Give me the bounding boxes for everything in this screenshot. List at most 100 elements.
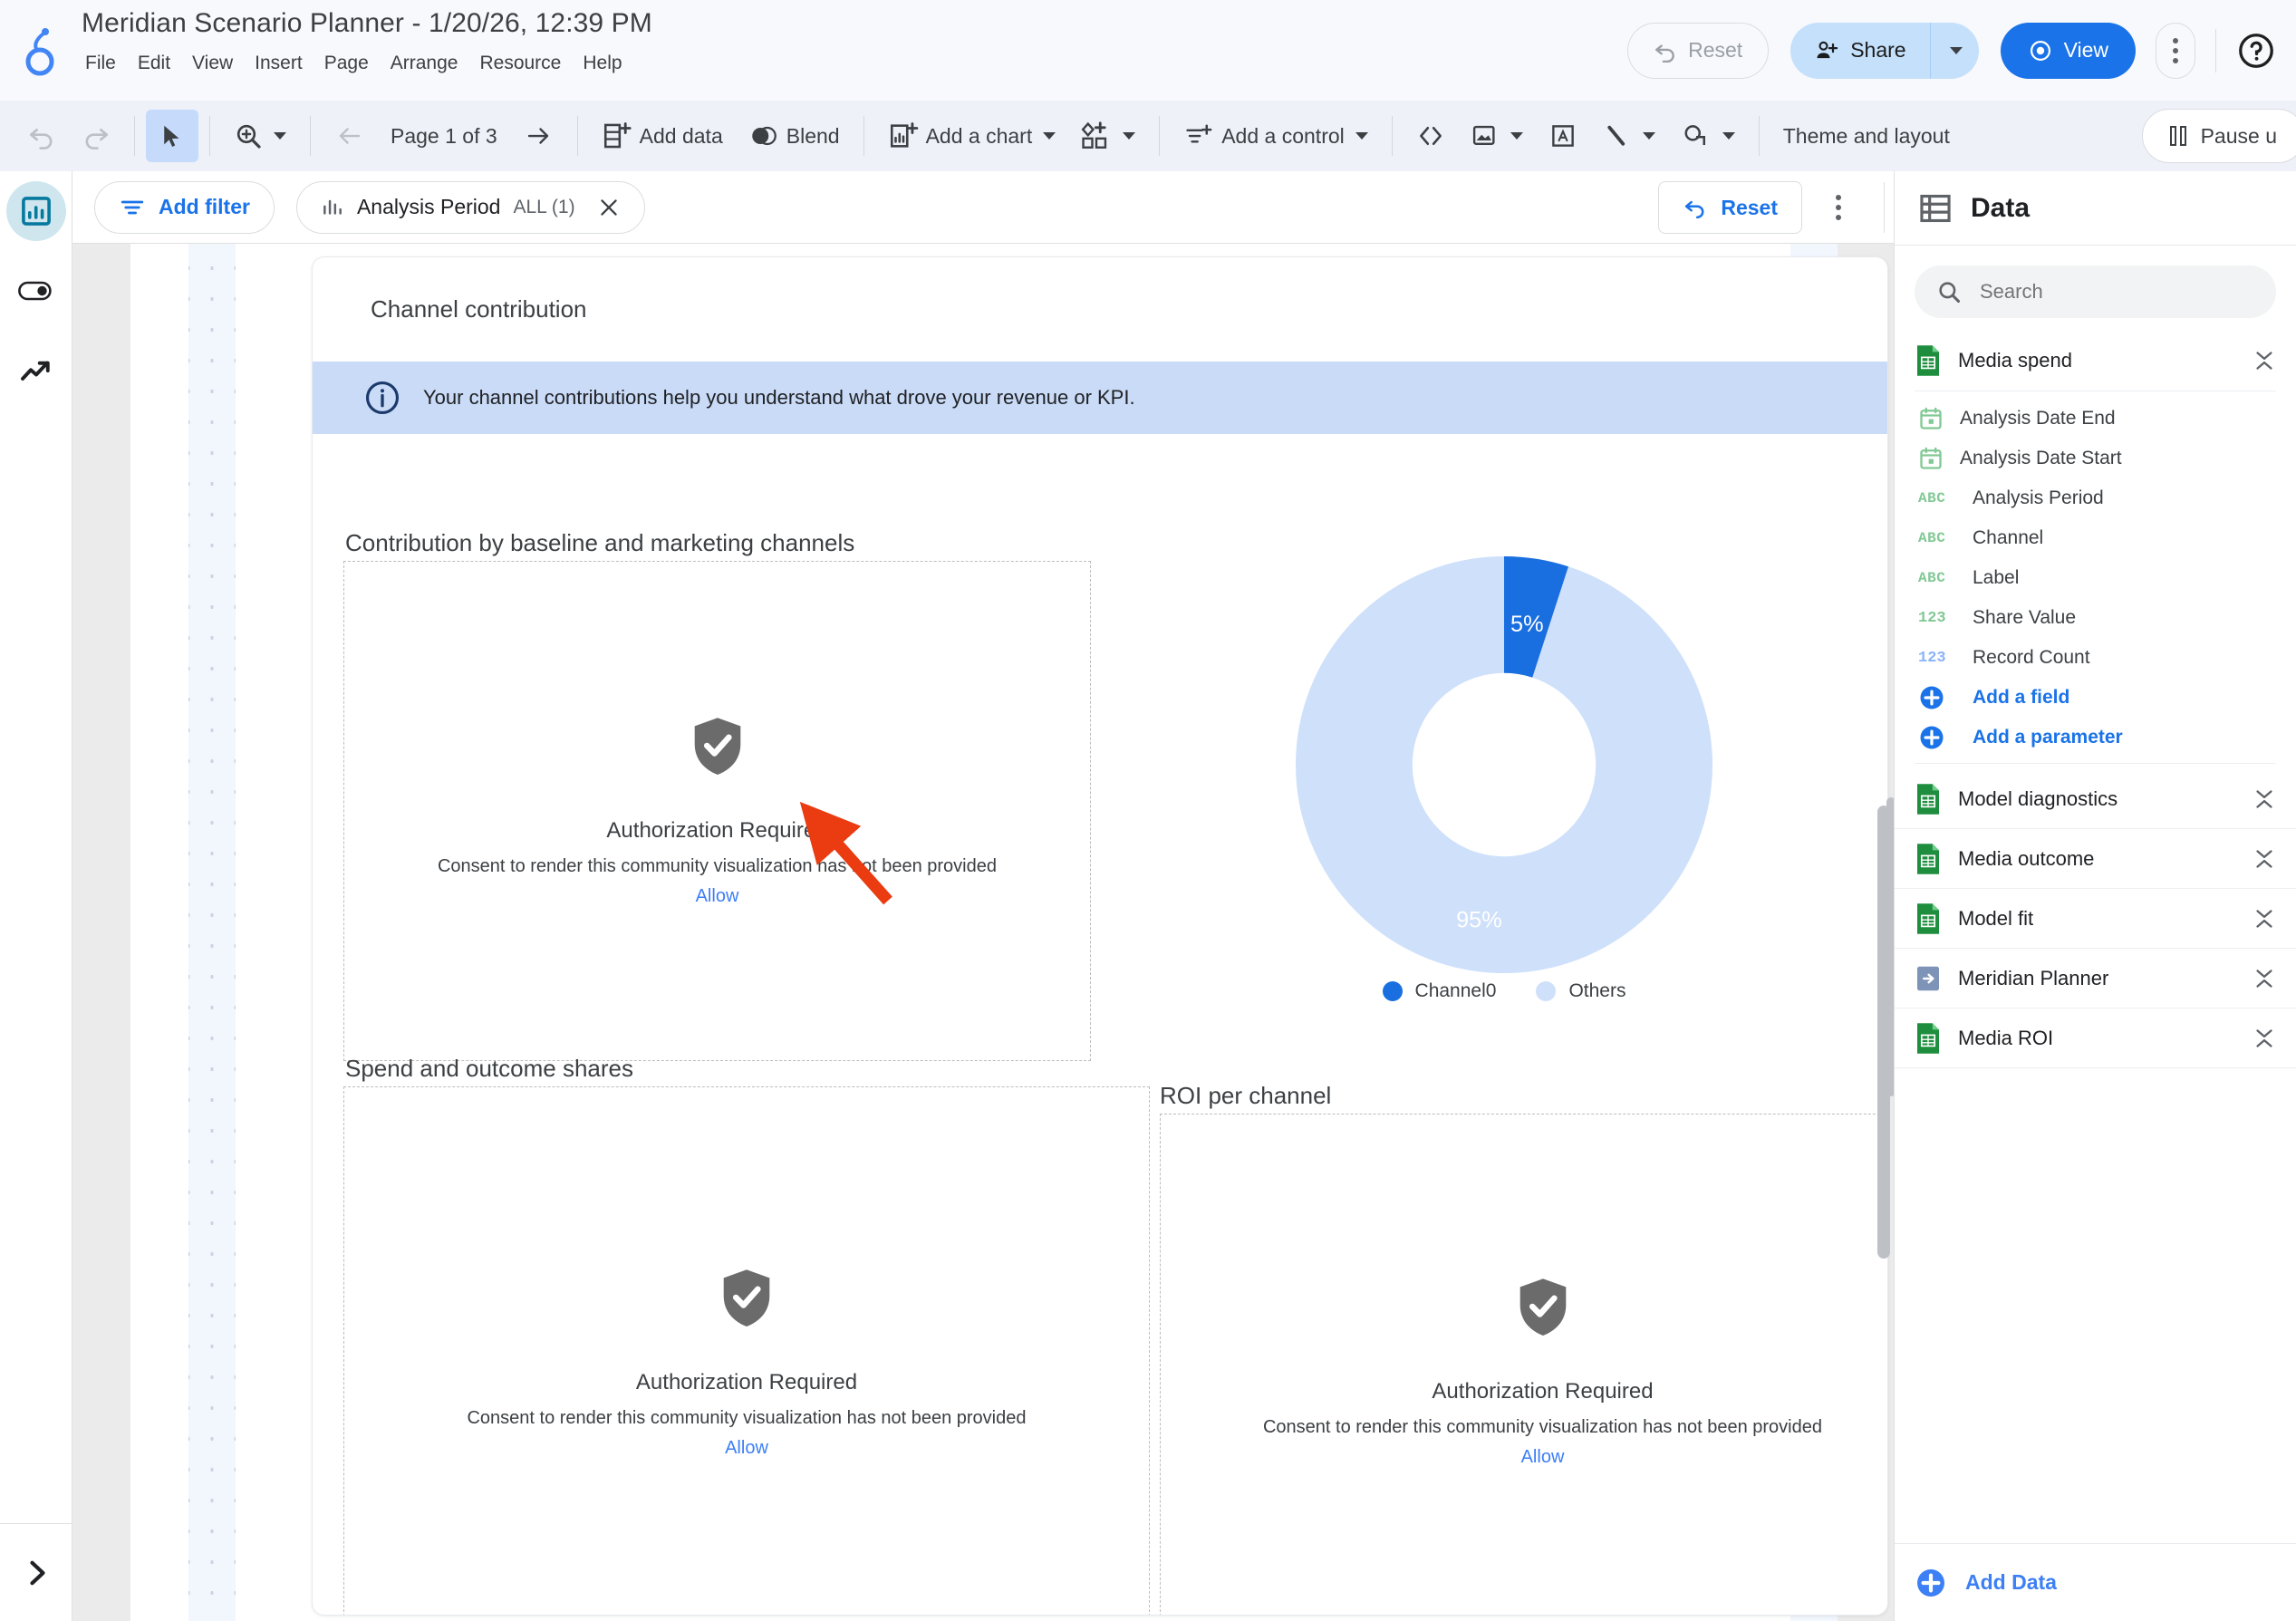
expand-collapse-icon[interactable] — [2253, 903, 2276, 934]
redo-button[interactable] — [69, 110, 123, 162]
data-search-box[interactable] — [1915, 265, 2276, 318]
add-data-panel-button[interactable]: Add Data — [1895, 1543, 2296, 1621]
zoom-tool-button[interactable] — [221, 110, 299, 162]
add-filter-button[interactable]: Add filter — [94, 180, 275, 234]
data-search-input[interactable] — [1978, 279, 2250, 304]
blend-button[interactable]: Blend — [736, 110, 853, 162]
viz-spend-and-outcome-shares[interactable]: Authorization Required Consent to render… — [343, 1086, 1150, 1615]
auth-allow-link[interactable]: Allow — [1520, 1447, 1565, 1467]
undo-icon — [1655, 43, 1674, 63]
field-label: Record Count — [1973, 647, 2090, 668]
filter-chip-analysis-period[interactable]: Analysis Period ALL (1) — [295, 180, 645, 234]
help-button[interactable] — [2234, 29, 2278, 72]
expand-collapse-icon[interactable] — [2253, 345, 2276, 376]
theme-and-layout-button[interactable]: Theme and layout — [1782, 123, 1950, 148]
add-community-viz-button[interactable] — [1068, 110, 1148, 162]
auth-allow-link[interactable]: Allow — [725, 1438, 768, 1458]
looker-studio-logo[interactable] — [0, 0, 82, 101]
more-options-button[interactable] — [2156, 22, 2195, 79]
text-type-icon: ABC — [1918, 570, 1946, 586]
insert-text-button[interactable] — [1536, 110, 1590, 162]
filter-reset-button[interactable]: Reset — [1658, 181, 1802, 234]
field-analysis-date-end[interactable]: Analysis Date End — [1895, 399, 2296, 439]
add-a-chart-button[interactable]: Add a chart — [875, 110, 1069, 162]
expand-collapse-icon[interactable] — [2253, 963, 2276, 994]
menu-edit[interactable]: Edit — [137, 53, 171, 73]
auth-allow-link[interactable]: Allow — [695, 886, 739, 906]
undo-button[interactable] — [14, 110, 69, 162]
viz-contribution-by-channel[interactable]: Authorization Required Consent to render… — [343, 561, 1091, 1061]
chevron-down-icon — [1043, 132, 1056, 140]
data-source-model-diagnostics[interactable]: Model diagnostics — [1895, 769, 2296, 829]
insert-line-button[interactable] — [1590, 110, 1668, 162]
legend-item-channel0[interactable]: Channel0 — [1382, 980, 1496, 1002]
field-channel[interactable]: ABC Channel — [1895, 518, 2296, 558]
share-dropdown-button[interactable] — [1929, 22, 1979, 79]
field-analysis-date-start[interactable]: Analysis Date Start — [1895, 439, 2296, 478]
menu-arrange[interactable]: Arrange — [390, 53, 458, 73]
insert-shape-button[interactable] — [1668, 110, 1748, 162]
menu-resource[interactable]: Resource — [479, 53, 562, 73]
field-share-value[interactable]: 123 Share Value — [1895, 598, 2296, 638]
document-title[interactable]: Meridian Scenario Planner - 1/20/26, 12:… — [82, 8, 652, 38]
next-page-button[interactable] — [510, 110, 566, 162]
expand-collapse-icon[interactable] — [2253, 1023, 2276, 1054]
sheets-icon — [1917, 783, 1939, 815]
filter-bar-more-button[interactable] — [1817, 195, 1860, 220]
plus-circle-icon — [1917, 1568, 1944, 1597]
expand-panel-button[interactable] — [0, 1523, 72, 1621]
menu-help[interactable]: Help — [583, 53, 622, 73]
data-source-media-roi[interactable]: Media ROI — [1895, 1008, 2296, 1068]
insert-image-button[interactable] — [1458, 110, 1536, 162]
add-a-parameter-button[interactable]: Add a parameter — [1895, 718, 2296, 757]
data-source-media-outcome[interactable]: Media outcome — [1895, 829, 2296, 889]
channel-contribution-donut[interactable]: 5% 95% Channel0 Others — [1269, 556, 1740, 1064]
close-icon[interactable] — [597, 196, 621, 219]
menu-insert[interactable]: Insert — [255, 53, 303, 73]
menu-page[interactable]: Page — [323, 53, 369, 73]
share-button[interactable]: Share — [1790, 23, 1929, 79]
report-canvas[interactable]: Channel contribution Your channel contri… — [72, 244, 1894, 1621]
undo-icon — [1685, 200, 1704, 219]
view-button[interactable]: View — [2000, 22, 2136, 79]
channel-contribution-card[interactable]: Channel contribution Your channel contri… — [312, 256, 1888, 1616]
card-title: Channel contribution — [371, 295, 587, 323]
pause-updates-button[interactable]: Pause u — [2141, 109, 2296, 163]
data-source-model-fit[interactable]: Model fit — [1895, 889, 2296, 949]
data-source-name: Media ROI — [1958, 1026, 2054, 1049]
add-data-button[interactable]: Add data — [589, 110, 736, 162]
field-record-count[interactable]: 123 Record Count — [1895, 638, 2296, 678]
field-label-field[interactable]: ABC Label — [1895, 558, 2296, 598]
reset-button[interactable]: Reset — [1627, 22, 1770, 79]
add-a-field-button[interactable]: Add a field — [1895, 678, 2296, 718]
filter-reset-label: Reset — [1721, 195, 1778, 219]
auth-required-subtitle: Consent to render this community visuali… — [1262, 1417, 1822, 1437]
kebab-icon — [2173, 37, 2178, 63]
page-indicator[interactable]: Page 1 of 3 — [391, 123, 497, 148]
data-source-meridian-planner[interactable]: Meridian Planner — [1895, 949, 2296, 1008]
add-a-control-button[interactable]: Add a control — [1171, 110, 1381, 162]
field-analysis-period[interactable]: ABC Analysis Period — [1895, 478, 2296, 518]
data-source-media-spend[interactable]: Media spend — [1895, 331, 2296, 391]
info-banner-text: Your channel contributions help you unde… — [423, 386, 1135, 409]
field-label: Analysis Date End — [1960, 408, 2116, 429]
expand-collapse-icon[interactable] — [2253, 844, 2276, 874]
toolbar-divider — [1159, 116, 1161, 156]
report-page[interactable]: Channel contribution Your channel contri… — [130, 244, 1888, 1621]
previous-page-button[interactable] — [322, 110, 378, 162]
embed-code-button[interactable] — [1404, 110, 1458, 162]
rail-item-trend[interactable] — [0, 331, 72, 410]
zoom-in-icon — [236, 124, 261, 149]
expand-collapse-icon[interactable] — [2253, 784, 2276, 815]
section-title-roi-per-channel: ROI per channel — [1160, 1082, 1332, 1109]
select-tool-button[interactable] — [146, 110, 198, 162]
toolbar-divider — [1758, 116, 1760, 156]
panel-vertical-scrollbar[interactable] — [1886, 797, 1896, 1096]
rail-item-toggle[interactable] — [0, 251, 72, 331]
auth-required-subtitle: Consent to render this community visuali… — [467, 1408, 1027, 1428]
legend-item-others[interactable]: Others — [1536, 980, 1626, 1002]
menu-view[interactable]: View — [192, 53, 234, 73]
rail-item-charts[interactable] — [0, 171, 72, 251]
viz-roi-per-channel[interactable]: Authorization Required Consent to render… — [1160, 1114, 1887, 1615]
menu-file[interactable]: File — [85, 53, 116, 73]
